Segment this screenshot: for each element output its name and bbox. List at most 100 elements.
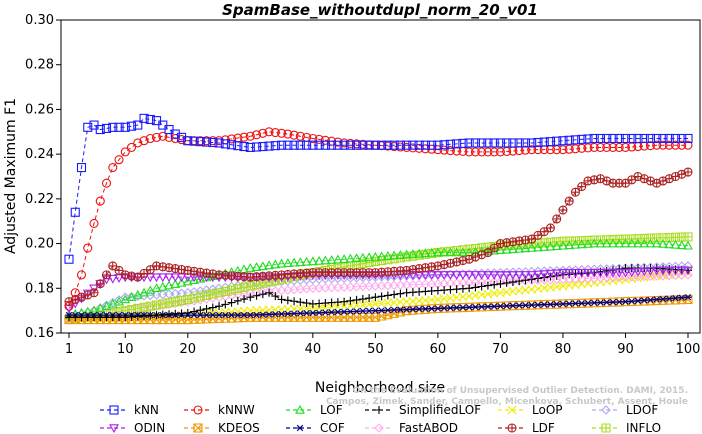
plot-frame — [60, 19, 701, 334]
x-tick-label: 60 — [430, 342, 447, 357]
data-point — [601, 268, 612, 278]
data-point — [290, 297, 299, 306]
legend-label: COF — [320, 421, 345, 434]
data-point — [389, 140, 399, 150]
data-point — [564, 135, 574, 145]
data-point — [520, 145, 530, 155]
legend-label: LoOP — [532, 403, 563, 417]
data-point — [358, 295, 367, 304]
series-line — [68, 269, 688, 309]
legend-label: kNNW — [218, 403, 255, 417]
data-point — [495, 245, 506, 255]
data-point — [652, 140, 662, 150]
data-point — [464, 271, 475, 281]
data-point — [302, 299, 311, 308]
data-point — [420, 140, 430, 150]
data-point — [245, 142, 255, 152]
data-point — [577, 182, 587, 192]
data-point — [320, 140, 330, 150]
legend-marker — [193, 405, 203, 415]
data-point — [570, 268, 581, 278]
data-point — [270, 141, 280, 151]
watermark: On the Evaluation of Unsupervised Outlie… — [326, 386, 688, 407]
series-line — [68, 131, 688, 307]
data-point — [83, 243, 93, 253]
data-point — [683, 133, 693, 144]
data-point — [670, 133, 681, 144]
data-point — [246, 293, 255, 302]
data-point — [307, 256, 318, 266]
data-point — [570, 144, 581, 154]
chart-title: SpamBase_withoutdupl_norm_20_v01 — [222, 1, 538, 19]
data-point — [639, 267, 650, 277]
data-point — [614, 133, 624, 144]
data-point — [139, 136, 149, 146]
data-point — [521, 276, 530, 285]
legend-entry-knnw: kNNW — [184, 403, 255, 417]
legend-entry-fastabod: FastABOD — [365, 421, 458, 434]
data-point — [114, 122, 124, 132]
legend-label: INFLO — [626, 421, 661, 434]
data-point — [408, 140, 418, 150]
data-point — [220, 139, 230, 149]
series-odin — [64, 266, 693, 314]
axis-layer: 0.16 0.18 0.20 0.22 0.24 0.26 0.28 0.30 1 10 20 30 4… — [25, 13, 700, 357]
legend-entry-inflo: INFLO — [592, 421, 661, 434]
y-tick-label: 0.18 — [25, 281, 54, 296]
data-point — [108, 163, 118, 173]
data-point — [114, 155, 124, 165]
data-point — [526, 242, 537, 252]
series-line — [69, 298, 689, 321]
data-point — [433, 140, 443, 150]
y-tick-label: 0.16 — [25, 326, 54, 341]
legend-marker — [507, 423, 517, 433]
data-point — [614, 238, 625, 248]
data-point — [670, 140, 681, 150]
data-point — [583, 134, 593, 144]
data-point — [570, 135, 581, 145]
data-point — [652, 133, 662, 144]
data-point — [333, 140, 343, 150]
data-point — [520, 138, 530, 148]
data-point — [295, 131, 305, 141]
data-point — [639, 238, 650, 248]
data-point — [608, 133, 618, 144]
data-point — [264, 127, 274, 137]
data-point — [214, 138, 224, 148]
data-point — [107, 298, 118, 308]
data-point — [426, 247, 437, 257]
data-point — [458, 138, 468, 148]
data-point — [432, 271, 443, 281]
data-point — [564, 240, 575, 250]
data-point — [502, 138, 512, 148]
data-point — [382, 250, 393, 260]
legend-label: ODIN — [134, 421, 165, 434]
data-point — [101, 178, 112, 188]
data-point — [489, 245, 500, 255]
data-point — [258, 128, 268, 138]
data-point — [620, 268, 631, 278]
data-point — [676, 266, 687, 276]
data-point — [545, 241, 556, 251]
data-point — [658, 133, 668, 144]
data-point — [602, 142, 612, 152]
data-point — [283, 140, 293, 150]
data-point — [514, 243, 525, 253]
data-point — [164, 273, 174, 283]
data-point — [239, 132, 249, 142]
data-point — [340, 297, 349, 306]
data-point — [227, 140, 237, 150]
data-point — [83, 122, 93, 132]
data-point — [283, 296, 292, 305]
data-point — [208, 303, 217, 312]
data-point — [664, 140, 674, 150]
data-point — [620, 238, 631, 248]
data-point — [352, 140, 362, 150]
data-point — [76, 163, 87, 173]
data-point — [271, 292, 280, 301]
data-point — [639, 133, 649, 144]
data-point — [95, 279, 105, 289]
data-point — [270, 127, 280, 138]
series-ldf — [64, 167, 693, 307]
data-point — [364, 140, 374, 150]
